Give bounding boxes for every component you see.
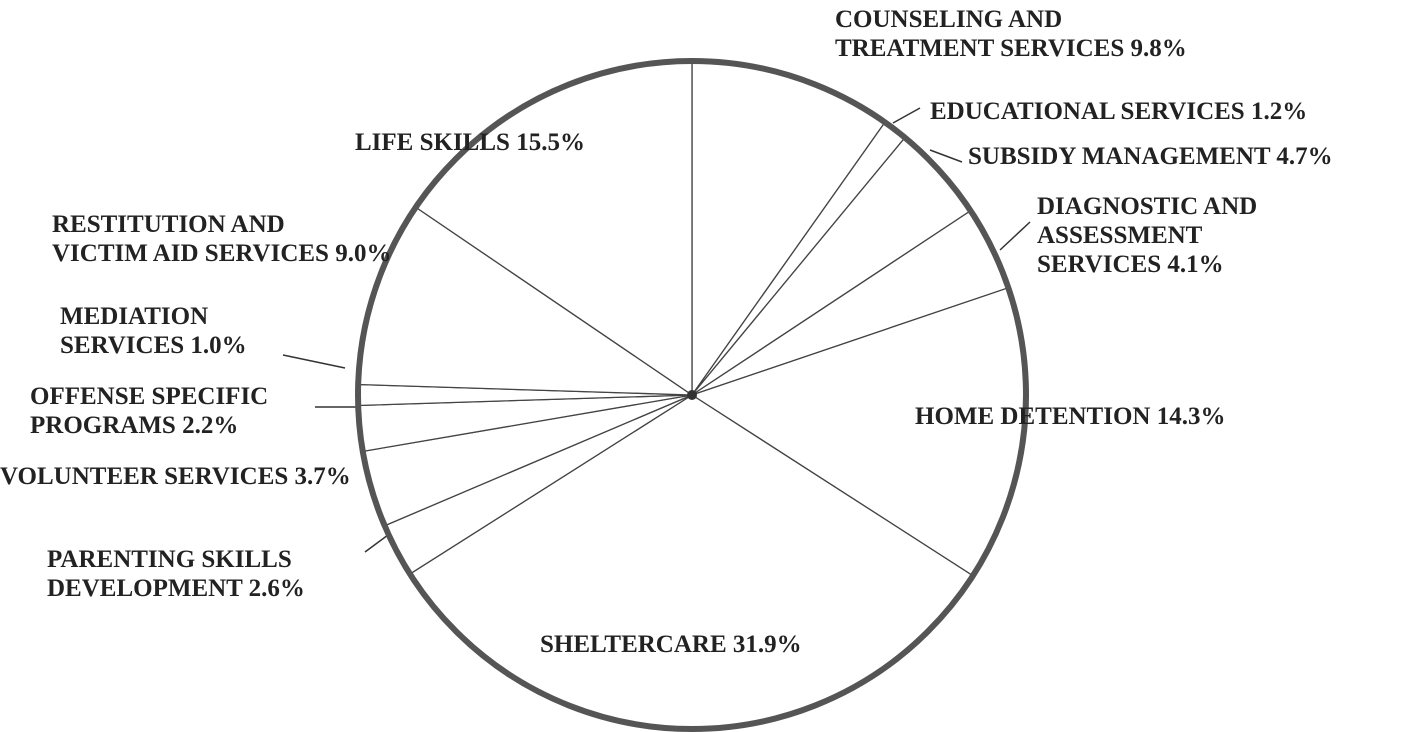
slice-label: VOLUNTEER SERVICES 3.7% [0,462,351,491]
pie-center [687,390,697,400]
value-label: 9.0% [335,240,392,267]
category-name: EDUCATIONAL SERVICES [930,98,1245,125]
leader-line [929,149,963,163]
leader-line [282,354,346,369]
category-name: COUNSELING AND TREATMENT SERVICES [835,6,1125,62]
category-name: VOLUNTEER SERVICES [0,463,289,490]
slice-label: PARENTING SKILLS DEVELOPMENT 2.6% [47,545,305,603]
slice-label: OFFENSE SPECIFIC PROGRAMS 2.2% [30,382,268,440]
value-label: 3.7% [294,463,351,490]
value-label: 4.1% [1167,251,1224,278]
category-name: HOME DETENTION [915,403,1151,430]
slice-label: MEDIATION SERVICES 1.0% [60,302,247,360]
value-label: 9.8% [1130,35,1187,62]
slice-label: SUBSIDY MANAGEMENT 4.7% [968,142,1333,171]
slice-label: LIFE SKILLS 15.5% [355,128,585,157]
value-label: 2.6% [248,575,305,602]
category-name: SUBSIDY MANAGEMENT [968,143,1271,170]
value-label: 1.0% [190,332,247,359]
slice-label: DIAGNOSTIC AND ASSESSMENT SERVICES 4.1% [1037,192,1257,279]
value-label: 15.5% [516,129,585,156]
pie-outline [355,58,1029,732]
slice-label: COUNSELING AND TREATMENT SERVICES 9.8% [835,5,1187,63]
category-name: SHELTERCARE [540,631,727,658]
slice-label: EDUCATIONAL SERVICES 1.2% [930,97,1307,126]
value-label: 4.7% [1276,143,1333,170]
leader-line [892,107,921,124]
slice-label: HOME DETENTION 14.3% [915,402,1225,431]
category-name: OFFENSE SPECIFIC PROGRAMS [30,383,269,439]
category-name: PARENTING SKILLS DEVELOPMENT [47,546,292,602]
slice-label: SHELTERCARE 31.9% [540,630,802,659]
value-label: 31.9% [732,631,802,658]
category-name: RESTITUTION AND VICTIM AID SERVICES [52,211,329,267]
slice-label: RESTITUTION AND VICTIM AID SERVICES 9.0% [52,210,391,268]
leader-line [999,221,1031,251]
category-name: MEDIATION SERVICES [60,303,209,359]
category-name: LIFE SKILLS [355,129,510,156]
category-name: DIAGNOSTIC AND ASSESSMENT SERVICES [1037,193,1258,278]
value-label: 2.2% [182,412,239,439]
value-label: 1.2% [1250,98,1308,125]
value-label: 14.3% [1156,403,1226,430]
